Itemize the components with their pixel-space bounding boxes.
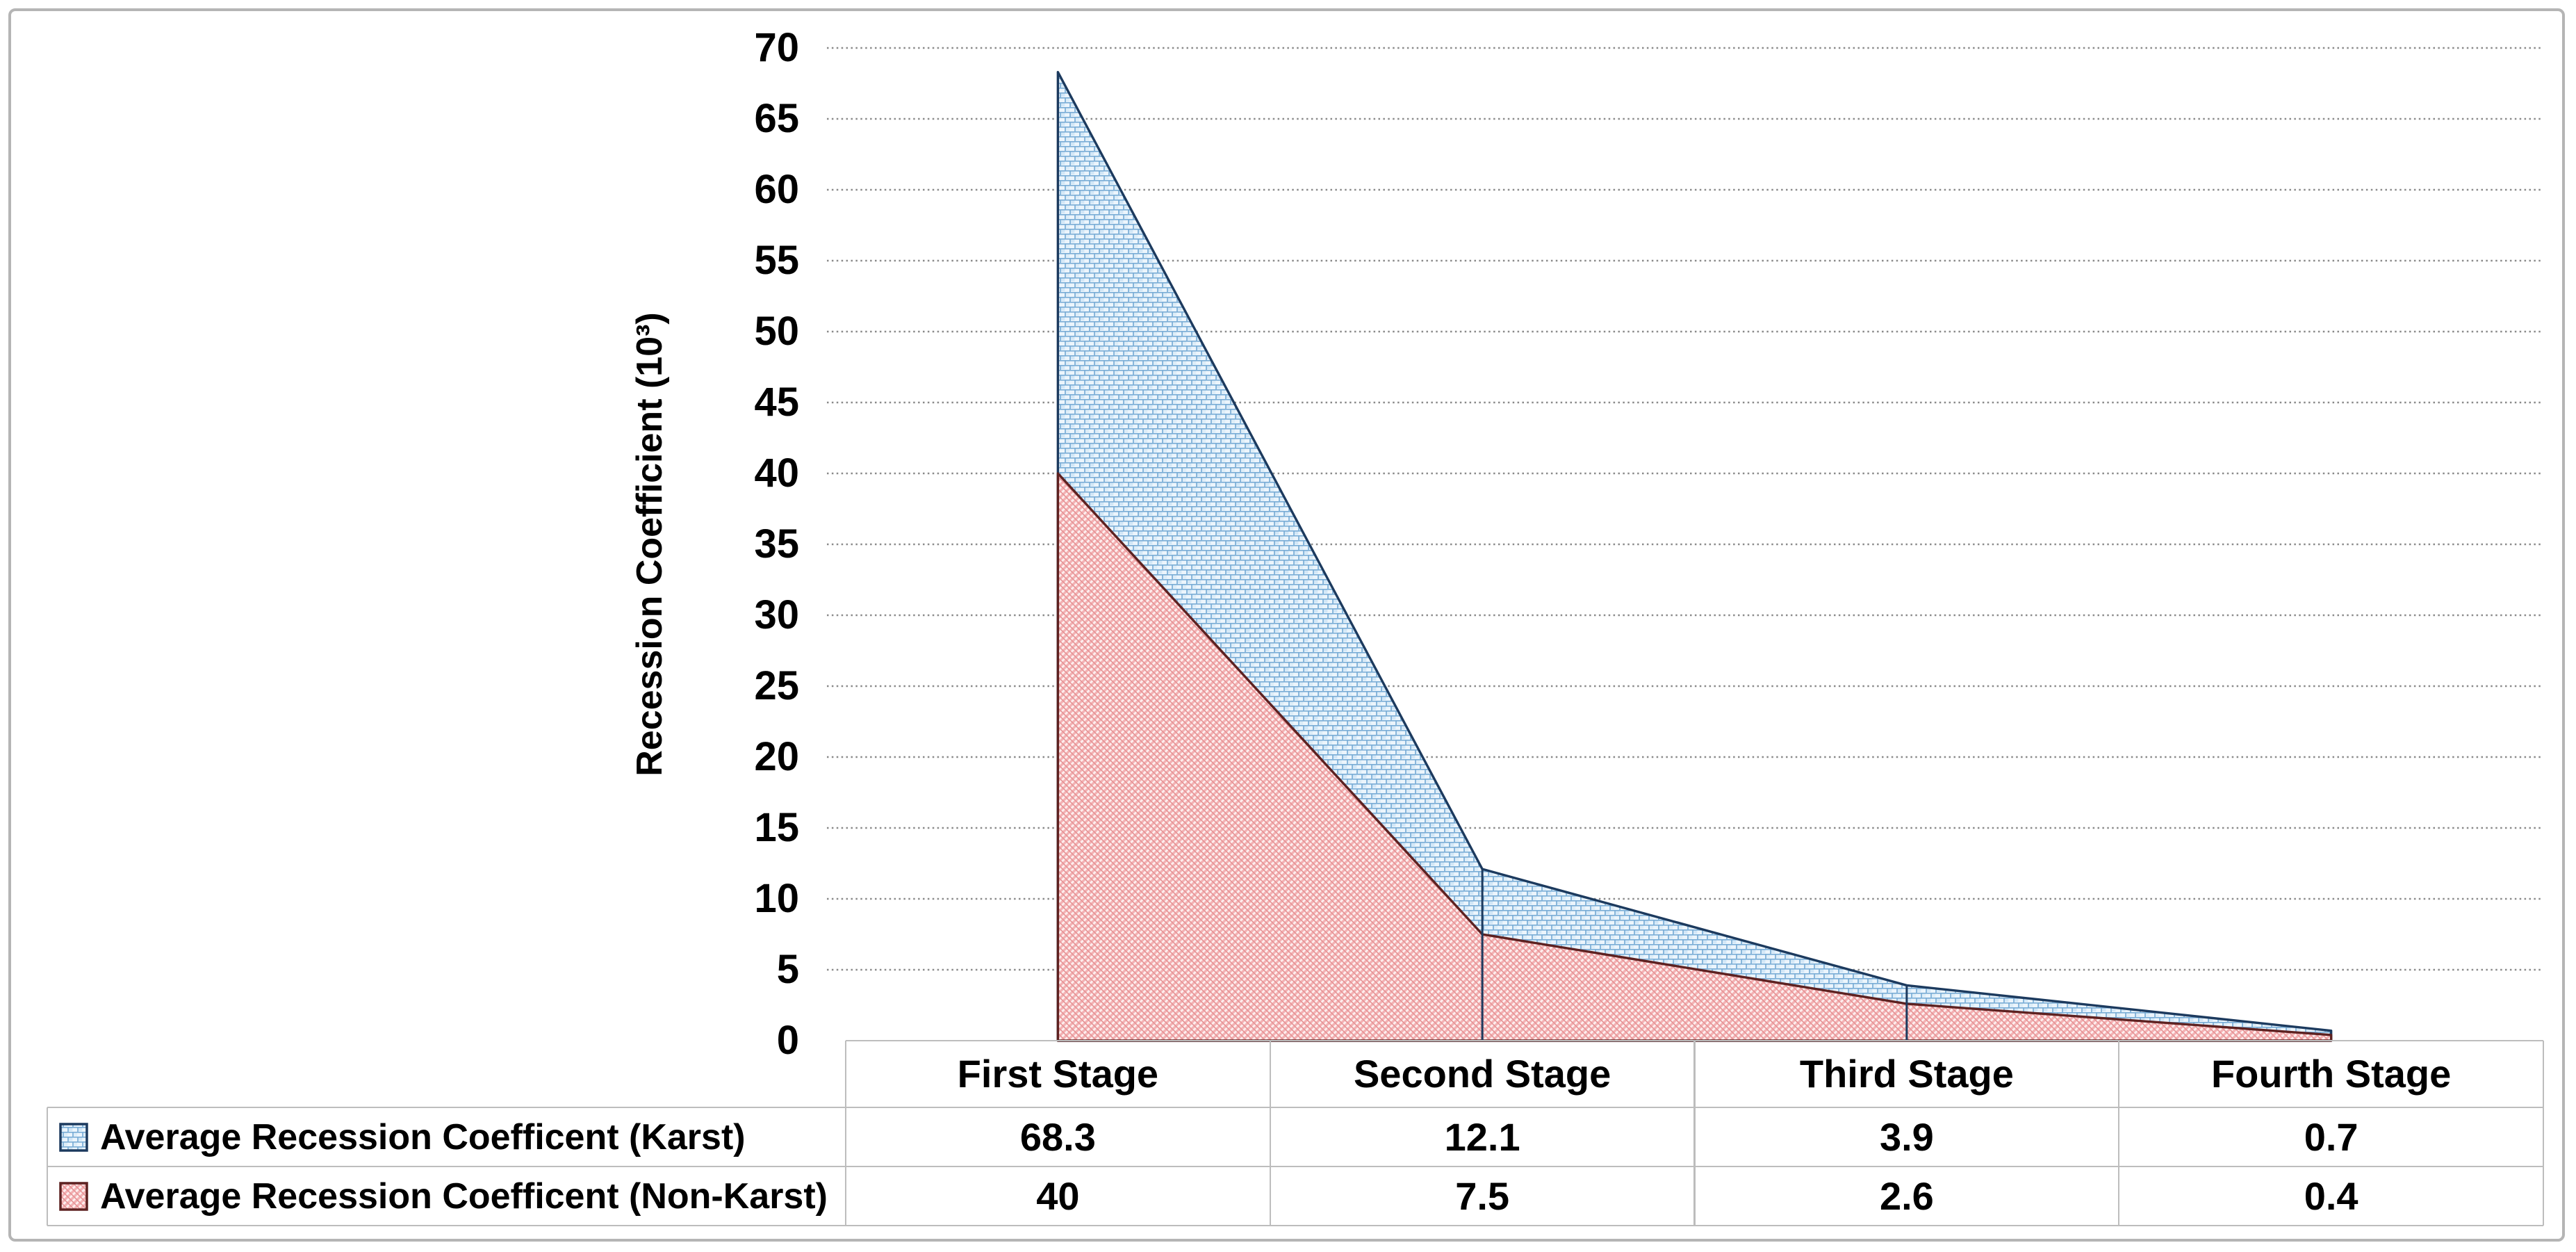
legend-cell: Average Recession Coefficent (Non-Karst) (47, 1166, 846, 1226)
legend-swatch-icon (59, 1122, 88, 1152)
table-border-horizontal (846, 1039, 2543, 1042)
table-header-cell: Third Stage (1799, 1052, 2014, 1096)
y-tick-label: 10 (754, 876, 799, 921)
y-tick-label: 0 (776, 1018, 799, 1063)
y-tick-label: 5 (776, 947, 799, 992)
legend-series-label: Average Recession Coefficent (Non-Karst) (100, 1176, 828, 1217)
table-value-cell: 68.3 (1019, 1115, 1096, 1159)
legend-swatch-icon (59, 1181, 88, 1211)
table-border-vertical (844, 1041, 847, 1226)
y-tick-label: 50 (754, 309, 799, 354)
legend-cell: Average Recession Coefficent (Karst) (47, 1107, 846, 1166)
y-tick-label: 65 (754, 96, 799, 141)
table-header-cell: Fourth Stage (2210, 1052, 2452, 1096)
table-value-cell: 2.6 (1879, 1174, 1934, 1218)
y-tick-label: 15 (754, 805, 799, 850)
table-value-cell: 0.4 (2304, 1174, 2358, 1218)
table-value-cell: 40 (1036, 1174, 1080, 1218)
y-tick-label: 20 (754, 734, 799, 779)
table-value-cell: 12.1 (1444, 1115, 1520, 1159)
y-tick-label: 30 (754, 592, 799, 637)
table-value-cell: 7.5 (1455, 1174, 1510, 1218)
table-value-cell: 3.9 (1879, 1115, 1934, 1159)
table-border-vertical (2118, 1041, 2120, 1226)
table-border-vertical (2542, 1041, 2545, 1226)
table-border-vertical (1693, 1041, 1696, 1226)
y-tick-label: 25 (754, 663, 799, 708)
y-tick-label: 45 (754, 380, 799, 425)
y-tick-label: 55 (754, 238, 799, 283)
table-value-cell: 0.7 (2304, 1115, 2358, 1159)
table-header-cell: Second Stage (1353, 1052, 1611, 1096)
legend-series-label: Average Recession Coefficent (Karst) (100, 1116, 746, 1157)
y-tick-label: 70 (754, 25, 799, 70)
table-border-horizontal (47, 1106, 2543, 1109)
table-border-vertical (1269, 1041, 1271, 1226)
table-border-horizontal (47, 1165, 2543, 1168)
y-tick-label: 35 (754, 521, 799, 567)
table-header-cell: First Stage (957, 1052, 1159, 1096)
y-tick-label: 40 (754, 450, 799, 496)
table-border-horizontal (47, 1224, 2543, 1227)
y-tick-label: 60 (754, 167, 799, 212)
table-border-vertical (46, 1107, 49, 1226)
